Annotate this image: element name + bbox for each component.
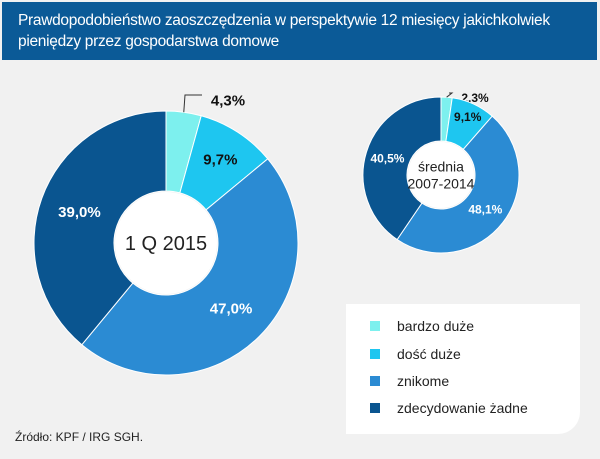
donut-hole: [408, 142, 474, 208]
center-label: 1 Q 2015: [125, 233, 207, 255]
leader-line: [183, 94, 202, 113]
leader-line: [446, 92, 454, 98]
data-label: 47,0%: [210, 300, 253, 317]
data-label: 9,7%: [203, 151, 237, 168]
slice-zdecydowanie-żadne: [33, 110, 167, 346]
legend-label: bardzo duże: [397, 318, 475, 334]
data-label: 48,1%: [468, 202, 502, 216]
data-label: 4,3%: [211, 92, 245, 109]
legend-swatch: [370, 349, 380, 359]
legend-swatch: [370, 321, 380, 331]
legend-item: znikome: [370, 373, 449, 389]
slice-znikome: [81, 158, 299, 376]
legend-label: znikome: [397, 373, 450, 389]
data-label: 40,5%: [370, 152, 404, 166]
legend-swatch: [370, 376, 380, 386]
legend-item: bardzo duże: [370, 318, 474, 334]
donut-hole: [115, 192, 217, 294]
legend-item: zdecydowanie żadne: [370, 400, 528, 416]
legend-label: dość duże: [397, 346, 461, 362]
slice-zdecydowanie-żadne: [362, 96, 442, 241]
legend-label: zdecydowanie żadne: [397, 400, 528, 416]
center-label: 2007-2014: [408, 175, 475, 191]
data-label: 9,1%: [454, 110, 482, 124]
chart-title: Prawdopodobieństwo zaoszczędzenia w pers…: [2, 2, 597, 60]
legend-item: dość duże: [370, 346, 461, 362]
center-label: średnia: [418, 159, 464, 175]
legend-swatch: [370, 403, 380, 413]
source-note: Źródło: KPF / IRG SGH.: [15, 430, 144, 444]
data-label: 39,0%: [58, 204, 101, 221]
legend-panel: [346, 304, 580, 434]
slice-znikome: [396, 115, 520, 254]
donut-0: 4,3% 9,7% 47,0% 39,0% 1 Q 2015: [33, 92, 299, 376]
